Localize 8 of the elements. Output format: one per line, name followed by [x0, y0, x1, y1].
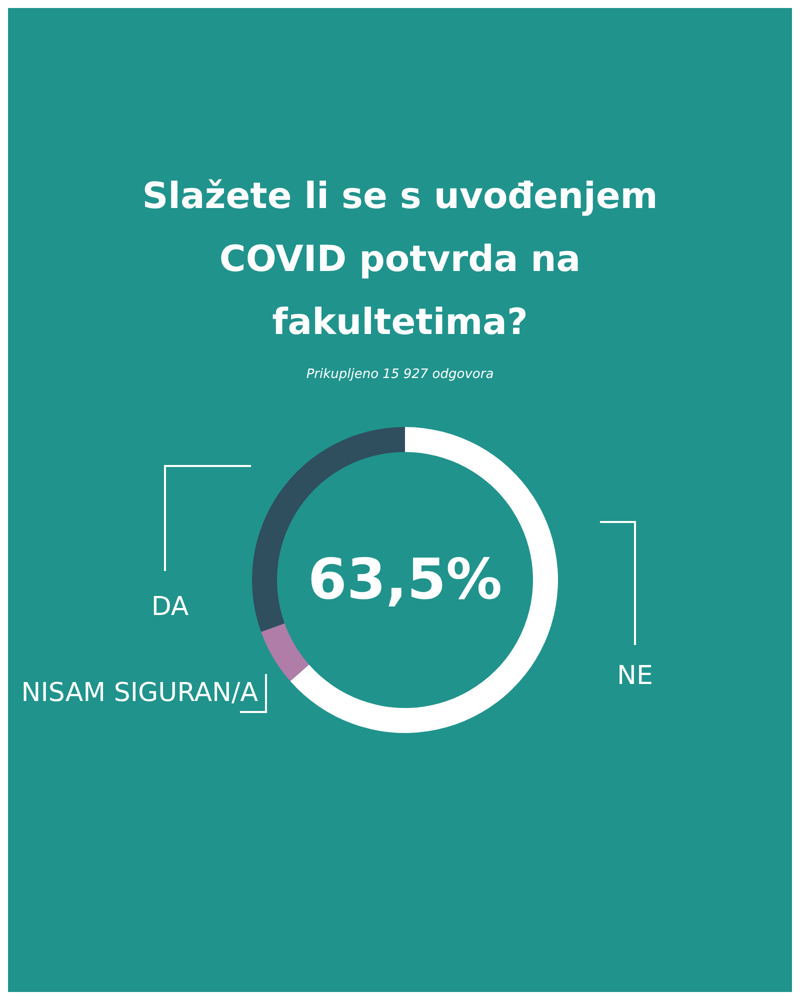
- text: 63,5%: [308, 548, 502, 612]
- donut-slice: [261, 623, 309, 682]
- slice-label: NE: [617, 661, 653, 692]
- chart-title: Slažete li se s uvođenjem COVID potvrda na fakultetima?: [142, 176, 658, 343]
- slice-label: NISAM SIGURAN/A: [21, 678, 258, 708]
- donut-slice: [290, 427, 558, 733]
- slice-label: DA: [151, 592, 189, 622]
- chart-subtitle: Prikupljeno 15 927 odgovora: [306, 367, 494, 382]
